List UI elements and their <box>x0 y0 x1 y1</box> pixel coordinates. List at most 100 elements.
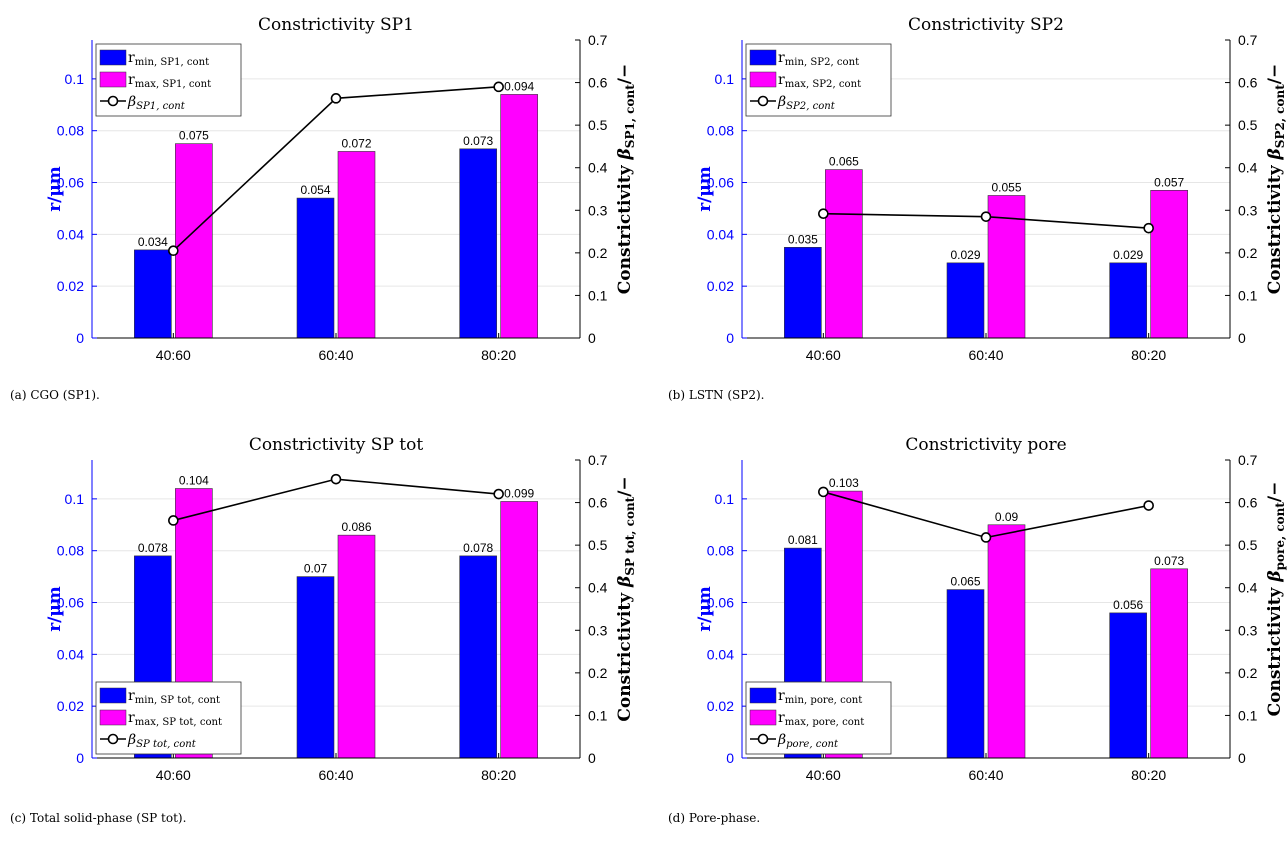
x-tick-label: 60:40 <box>318 347 353 363</box>
y2-tick-label: 0.7 <box>588 32 608 48</box>
legend-entry-base: r <box>128 50 135 66</box>
y2-tick-label: 0.6 <box>588 75 608 91</box>
y2-tick-label: 0.4 <box>588 160 608 176</box>
legend-entry: βSP tot, cont <box>127 732 197 750</box>
y2-label-sub: pore, cont <box>1273 502 1287 571</box>
bar-data-label: 0.086 <box>341 520 371 534</box>
x-tick-label: 80:20 <box>1131 767 1166 783</box>
y-tick-label: 0.02 <box>707 698 734 714</box>
legend-swatch <box>99 71 127 88</box>
legend-swatch <box>749 49 777 66</box>
bar-data-label: 0.035 <box>788 232 818 246</box>
x-tick-label: 40:60 <box>156 767 191 783</box>
y2-label-prefix: Constrictivity <box>615 587 635 722</box>
y-tick-label: 0.08 <box>707 543 734 559</box>
bar-data-label: 0.029 <box>1113 248 1143 262</box>
y2-label-symbol: β <box>615 576 635 588</box>
bar-data-label: 0.081 <box>788 533 818 547</box>
bar-data-label: 0.104 <box>179 474 209 488</box>
legend-marker <box>757 95 769 107</box>
beta-point <box>168 515 179 526</box>
legend-entry-base: r <box>128 72 135 88</box>
x-tick-label: 60:40 <box>968 767 1003 783</box>
bar-max <box>175 143 213 339</box>
legend-entry-base: β <box>127 94 136 110</box>
chart-svg: Constrictivity pore 0.081 0.065 0.056 0.103 0… <box>695 435 1287 806</box>
y2-tick-label: 0.5 <box>588 117 608 133</box>
legend-swatch <box>749 709 777 726</box>
beta-point <box>980 211 992 222</box>
chart-title: Constrictivity pore <box>905 435 1066 455</box>
legend-entry-sub: pore, cont <box>786 739 839 750</box>
y2-tick-label: 0.5 <box>588 537 608 553</box>
y2-label-prefix: Constrictivity <box>1265 582 1285 717</box>
legend-swatch <box>99 687 127 704</box>
y-tick-label: 0.08 <box>707 123 734 139</box>
y2-tick-label: 0 <box>588 750 596 766</box>
y-tick-label: 0 <box>76 750 84 766</box>
legend-entry-sub: min, SP2, cont <box>785 57 859 68</box>
y2-tick-label: 0.2 <box>1238 245 1258 261</box>
bar-data-label: 0.073 <box>1154 554 1184 568</box>
bar-max <box>1150 568 1188 759</box>
y-tick-label: 0 <box>726 750 734 766</box>
legend-swatch <box>749 687 777 704</box>
legend-entry: rmin, pore, cont <box>778 688 862 706</box>
legend-entry-sub: min, SP1, cont <box>135 57 209 68</box>
beta-point <box>818 208 829 219</box>
legend-entry: βpore, cont <box>777 732 839 750</box>
x-axis-label: CGO : LSTN <box>929 366 1042 368</box>
bar-data-label: 0.072 <box>341 136 371 150</box>
bar-data-label: 0.057 <box>1154 175 1184 189</box>
chart-panel-1: Constrictivity SP1 0.034 0.054 0.073 0.075 0.… <box>0 8 640 402</box>
y-tick-label: 0.08 <box>57 123 84 139</box>
y2-tick-label: 0.6 <box>1238 495 1258 511</box>
y2-tick-label: 0.3 <box>588 202 608 218</box>
y-tick-label: 0.02 <box>57 698 84 714</box>
y2-tick-label: 0.1 <box>1238 707 1258 723</box>
bar-max <box>1150 189 1188 339</box>
y-tick-label: 0.04 <box>707 646 734 662</box>
y-tick-label: 0.06 <box>707 595 734 611</box>
y-tick-label: 0.08 <box>57 543 84 559</box>
y2-tick-label: 0.7 <box>1238 452 1258 468</box>
beta-point <box>330 473 342 485</box>
y2-label-prefix: Constrictivity <box>1265 160 1285 295</box>
bar-max <box>500 94 538 339</box>
y2-tick-label: 0 <box>1238 750 1246 766</box>
chart-title: Constrictivity SP tot <box>249 435 424 455</box>
y-tick-label: 0.06 <box>57 175 84 191</box>
bar-min <box>946 589 985 759</box>
figure-caption: (d) Pore-phase. <box>668 811 761 825</box>
y2-axis-label: Constrictivity βSP1, cont/− <box>615 64 637 294</box>
y2-tick-label: 0 <box>1238 330 1246 346</box>
bar-min <box>946 262 985 339</box>
beta-point <box>1143 500 1154 511</box>
legend-entry-base: r <box>128 710 135 726</box>
y-tick-label: 0 <box>76 330 84 346</box>
x-tick-label: 40:60 <box>806 767 841 783</box>
chart-panel-2: Constrictivity SP2 0.035 0.029 0.029 0.065 0.… <box>650 8 1287 402</box>
legend-entry: rmin, SP2, cont <box>778 50 859 68</box>
beta-point <box>493 81 504 93</box>
y-axis-label: r/µm <box>45 166 65 212</box>
legend-entry-sub: min, SP tot, cont <box>135 695 220 706</box>
legend-marker <box>107 733 119 745</box>
x-axis-label: CGO : LSTN <box>929 786 1042 788</box>
beta-point <box>818 486 829 498</box>
beta-point <box>1143 222 1154 234</box>
y2-label-prefix: Constrictivity <box>615 160 635 295</box>
legend-entry-base: r <box>778 688 785 704</box>
bar-min <box>459 555 497 759</box>
legend-entry: rmin, SP tot, cont <box>128 688 220 706</box>
y2-tick-label: 0 <box>588 330 596 346</box>
y-tick-label: 0.1 <box>65 71 85 87</box>
y2-tick-label: 0.5 <box>1238 537 1258 553</box>
y2-tick-label: 0.4 <box>1238 580 1258 596</box>
y2-tick-label: 0.2 <box>1238 665 1258 681</box>
bar-data-label: 0.065 <box>829 155 859 169</box>
y-tick-label: 0.1 <box>715 71 735 87</box>
y2-tick-label: 0.6 <box>588 495 608 511</box>
